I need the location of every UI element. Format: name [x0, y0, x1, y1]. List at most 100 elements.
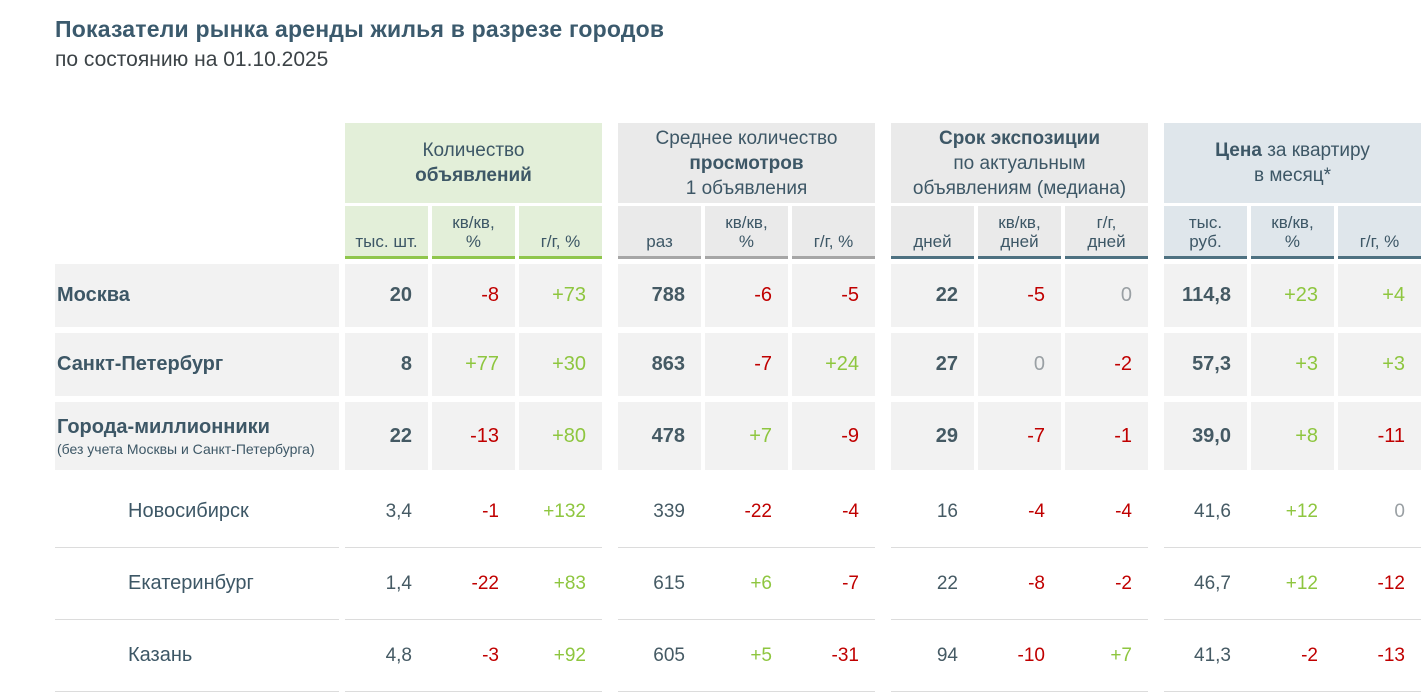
column-header: г/г, %	[519, 206, 602, 259]
value-cell: +3	[1338, 333, 1421, 396]
value-cell: 0	[978, 333, 1061, 396]
value-cell: -22	[744, 500, 772, 522]
value-cell: 46,7	[1194, 572, 1231, 594]
value-cell: +7	[1110, 644, 1132, 666]
table-row: Новосибирск 3,4 -1 +132 339 -22 -4 16 -4 -4 41,6 +1…	[55, 476, 1424, 548]
value-cell: -7	[978, 402, 1061, 470]
value-cell: -13	[432, 402, 515, 470]
row-group: 114,8 +23 +4	[1164, 264, 1421, 327]
value-cell: +6	[750, 572, 772, 594]
column-header: г/г, %	[792, 206, 875, 259]
value-cell: -22	[471, 572, 499, 594]
value-cell: 0	[1065, 264, 1148, 327]
value-cell: 615	[653, 572, 685, 594]
value-cell: 478	[618, 402, 701, 470]
value-cell: 4,8	[385, 644, 412, 666]
column-header: кв/кв, %	[705, 206, 788, 259]
value-cell: +23	[1251, 264, 1334, 327]
group-header-line: в месяц*	[1253, 165, 1332, 186]
row-group: 22 -5 0	[891, 264, 1148, 327]
value-cell: -10	[1017, 644, 1045, 666]
page-title: Показатели рынка аренды жилья в разрезе …	[55, 16, 665, 42]
value-cell: 0	[1394, 500, 1405, 522]
value-cell: 29	[891, 402, 974, 470]
row-label: Новосибирск	[55, 476, 339, 548]
value-cell: -3	[482, 644, 499, 666]
group-header-bold-word: Цена	[1215, 140, 1262, 161]
value-cell: +30	[519, 333, 602, 396]
value-cell: +132	[543, 500, 586, 522]
row-group: 863 -7 +24	[618, 333, 875, 396]
city-name: Екатеринбург	[128, 572, 254, 594]
value-cell: -2	[1065, 333, 1148, 396]
value-cell: -5	[978, 264, 1061, 327]
table-body: Москва 20 -8 +73 788 -6 -5 22 -5 0 114,8 +23 +4 Санкт…	[55, 264, 1424, 692]
group-header-avg-views: Среднее количество просмотров 1 объявлен…	[618, 123, 875, 203]
value-cell: +8	[1251, 402, 1334, 470]
value-cell: +4	[1338, 264, 1421, 327]
table-row: Москва 20 -8 +73 788 -6 -5 22 -5 0 114,8 +23 +4	[55, 264, 1424, 327]
value-cell: 39,0	[1164, 402, 1247, 470]
row-group: 27 0 -2	[891, 333, 1148, 396]
row-group: 22 -8 -2	[891, 548, 1148, 620]
row-group: 41,6 +12 0	[1164, 476, 1421, 548]
value-cell: +77	[432, 333, 515, 396]
row-group: 22 -13 +80	[345, 402, 602, 470]
value-cell: +80	[519, 402, 602, 470]
group-header-price: Цена за квартиру в месяц*	[1164, 123, 1421, 203]
value-cell: +24	[792, 333, 875, 396]
value-cell: 16	[936, 500, 958, 522]
value-cell: 22	[936, 572, 958, 594]
rental-market-table: Количество объявлений Среднее количество…	[55, 123, 1424, 692]
city-name: Санкт-Петербург	[57, 353, 224, 375]
row-label: Казань	[55, 620, 339, 692]
row-group: 3,4 -1 +132	[345, 476, 602, 548]
value-cell: 605	[653, 644, 685, 666]
value-cell: 41,6	[1194, 500, 1231, 522]
table-row: Санкт-Петербург 8 +77 +30 863 -7 +24 27 0 -2 57,3 +…	[55, 333, 1424, 396]
group-header-line: Цена за квартиру	[1164, 138, 1421, 163]
table-row: Города-миллионники (без учета Москвы и Са…	[55, 402, 1424, 470]
group-header-line: Среднее количество	[655, 127, 838, 149]
value-cell: -7	[705, 333, 788, 396]
row-group: 57,3 +3 +3	[1164, 333, 1421, 396]
row-label: Санкт-Петербург	[55, 333, 339, 396]
row-label: Города-миллионники (без учета Москвы и Са…	[55, 402, 339, 470]
value-cell: +92	[553, 644, 586, 666]
column-header: г/г, %	[1338, 206, 1421, 259]
value-cell: -5	[792, 264, 875, 327]
city-name: Москва	[57, 284, 130, 306]
row-group: 29 -7 -1	[891, 402, 1148, 470]
value-cell: -2	[1115, 572, 1132, 594]
column-header: кв/кв, %	[1251, 206, 1334, 259]
value-cell: -31	[831, 644, 859, 666]
column-header: тыс. руб.	[1164, 206, 1247, 259]
column-header: дней	[891, 206, 974, 259]
value-cell: 41,3	[1194, 644, 1231, 666]
row-label: Москва	[55, 264, 339, 327]
column-header: раз	[618, 206, 701, 259]
row-group: 1,4 -22 +83	[345, 548, 602, 620]
row-group: 46,7 +12 -12	[1164, 548, 1421, 620]
value-cell: +12	[1285, 572, 1318, 594]
value-cell: -1	[482, 500, 499, 522]
value-cell: 863	[618, 333, 701, 396]
row-group: 339 -22 -4	[618, 476, 875, 548]
value-cell: 114,8	[1164, 264, 1247, 327]
value-cell: 22	[891, 264, 974, 327]
group-header-row: Количество объявлений Среднее количество…	[55, 123, 1424, 203]
column-header: кв/кв, %	[432, 206, 515, 259]
value-cell: +5	[750, 644, 772, 666]
value-cell: 788	[618, 264, 701, 327]
value-cell: 27	[891, 333, 974, 396]
row-group: 94 -10 +7	[891, 620, 1148, 692]
value-cell: 20	[345, 264, 428, 327]
group-header-line: просмотров	[689, 152, 804, 174]
value-cell: +83	[553, 572, 586, 594]
value-cell: -13	[1377, 644, 1405, 666]
value-cell: 57,3	[1164, 333, 1247, 396]
group-header-word: за квартиру	[1267, 140, 1370, 161]
group-header-line: Количество	[422, 140, 525, 161]
value-cell: -7	[842, 572, 859, 594]
